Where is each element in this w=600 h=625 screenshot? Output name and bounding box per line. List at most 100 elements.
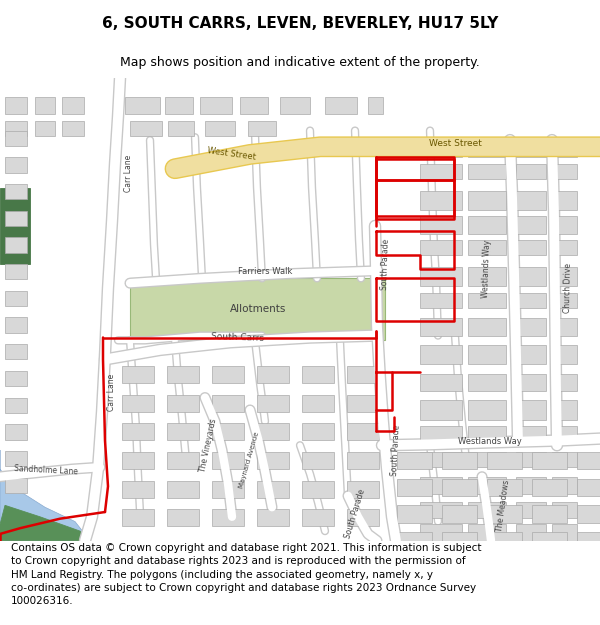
Bar	[468, 164, 506, 179]
Bar	[125, 98, 160, 114]
Bar	[487, 532, 522, 549]
Bar	[5, 121, 27, 136]
Text: Sandholme Lane: Sandholme Lane	[14, 464, 78, 476]
Bar	[468, 426, 506, 443]
Bar	[302, 423, 334, 441]
Bar	[468, 191, 506, 210]
Bar	[347, 423, 379, 441]
Text: Allotments: Allotments	[230, 304, 286, 314]
Bar	[420, 345, 462, 364]
Bar	[205, 121, 235, 136]
Bar	[302, 481, 334, 498]
Bar	[487, 452, 522, 469]
Bar	[347, 366, 379, 383]
Bar	[552, 318, 577, 336]
Bar	[552, 503, 577, 518]
Bar	[347, 509, 379, 526]
Bar	[302, 366, 334, 383]
Polygon shape	[0, 506, 90, 541]
Bar	[280, 98, 310, 114]
Bar	[516, 164, 546, 179]
Bar	[516, 374, 546, 391]
Bar	[468, 140, 506, 158]
Bar	[167, 395, 199, 412]
Bar	[168, 121, 194, 136]
Bar	[420, 140, 462, 158]
Text: Contains OS data © Crown copyright and database right 2021. This information is : Contains OS data © Crown copyright and d…	[11, 543, 481, 606]
Bar	[516, 318, 546, 336]
Bar	[167, 509, 199, 526]
Bar	[368, 98, 383, 114]
Bar	[5, 158, 27, 172]
Text: Westlands Way: Westlands Way	[481, 239, 493, 298]
Bar	[420, 267, 462, 286]
Bar	[552, 240, 577, 256]
Bar	[552, 164, 577, 179]
Bar	[5, 238, 27, 252]
Bar	[442, 532, 477, 549]
Bar	[5, 184, 27, 199]
Polygon shape	[0, 188, 30, 264]
Bar	[257, 366, 289, 383]
Bar	[5, 451, 27, 466]
Bar	[516, 401, 546, 419]
Bar	[552, 401, 577, 419]
Bar	[5, 98, 27, 114]
Bar	[577, 506, 600, 522]
Bar	[468, 401, 506, 419]
Bar	[5, 264, 27, 279]
Text: South Carrs: South Carrs	[211, 332, 265, 343]
Bar	[5, 371, 27, 386]
Bar	[122, 423, 154, 441]
Bar	[516, 292, 546, 308]
Text: Westlands Way: Westlands Way	[458, 437, 522, 446]
Bar	[5, 344, 27, 359]
Bar	[5, 424, 27, 439]
Bar	[5, 211, 27, 226]
Polygon shape	[0, 450, 90, 541]
Bar	[167, 366, 199, 383]
Bar	[577, 479, 600, 496]
Bar	[532, 452, 567, 469]
Text: West Street: West Street	[428, 139, 481, 148]
Bar	[468, 318, 506, 336]
Bar	[165, 98, 193, 114]
Bar	[516, 452, 546, 468]
Bar	[516, 477, 546, 494]
Bar	[552, 477, 577, 494]
Text: Farriers Walk: Farriers Walk	[238, 268, 292, 276]
Bar	[468, 524, 506, 542]
Bar	[167, 423, 199, 441]
Bar	[468, 503, 506, 518]
Bar	[397, 532, 432, 549]
Text: South Parade: South Parade	[343, 488, 367, 539]
Text: 6, SOUTH CARRS, LEVEN, BEVERLEY, HU17 5LY: 6, SOUTH CARRS, LEVEN, BEVERLEY, HU17 5L…	[102, 16, 498, 31]
Bar	[62, 121, 84, 136]
Bar	[577, 532, 600, 549]
Bar	[200, 98, 232, 114]
Bar	[257, 509, 289, 526]
Bar	[487, 479, 522, 496]
Bar	[130, 121, 162, 136]
Bar	[5, 131, 27, 146]
Bar	[122, 366, 154, 383]
Bar	[552, 292, 577, 308]
Bar	[442, 479, 477, 496]
Bar	[5, 398, 27, 413]
Bar	[516, 426, 546, 443]
Bar	[302, 509, 334, 526]
Text: The Vineyards: The Vineyards	[198, 418, 218, 473]
Bar	[442, 452, 477, 469]
Bar	[397, 479, 432, 496]
Bar	[35, 121, 55, 136]
Bar	[516, 345, 546, 364]
Bar	[516, 140, 546, 158]
Bar	[552, 524, 577, 542]
Bar	[420, 524, 462, 542]
Bar	[552, 140, 577, 158]
Bar	[516, 240, 546, 256]
Bar	[532, 479, 567, 496]
Bar	[302, 395, 334, 412]
Bar	[420, 401, 462, 419]
Bar	[468, 374, 506, 391]
